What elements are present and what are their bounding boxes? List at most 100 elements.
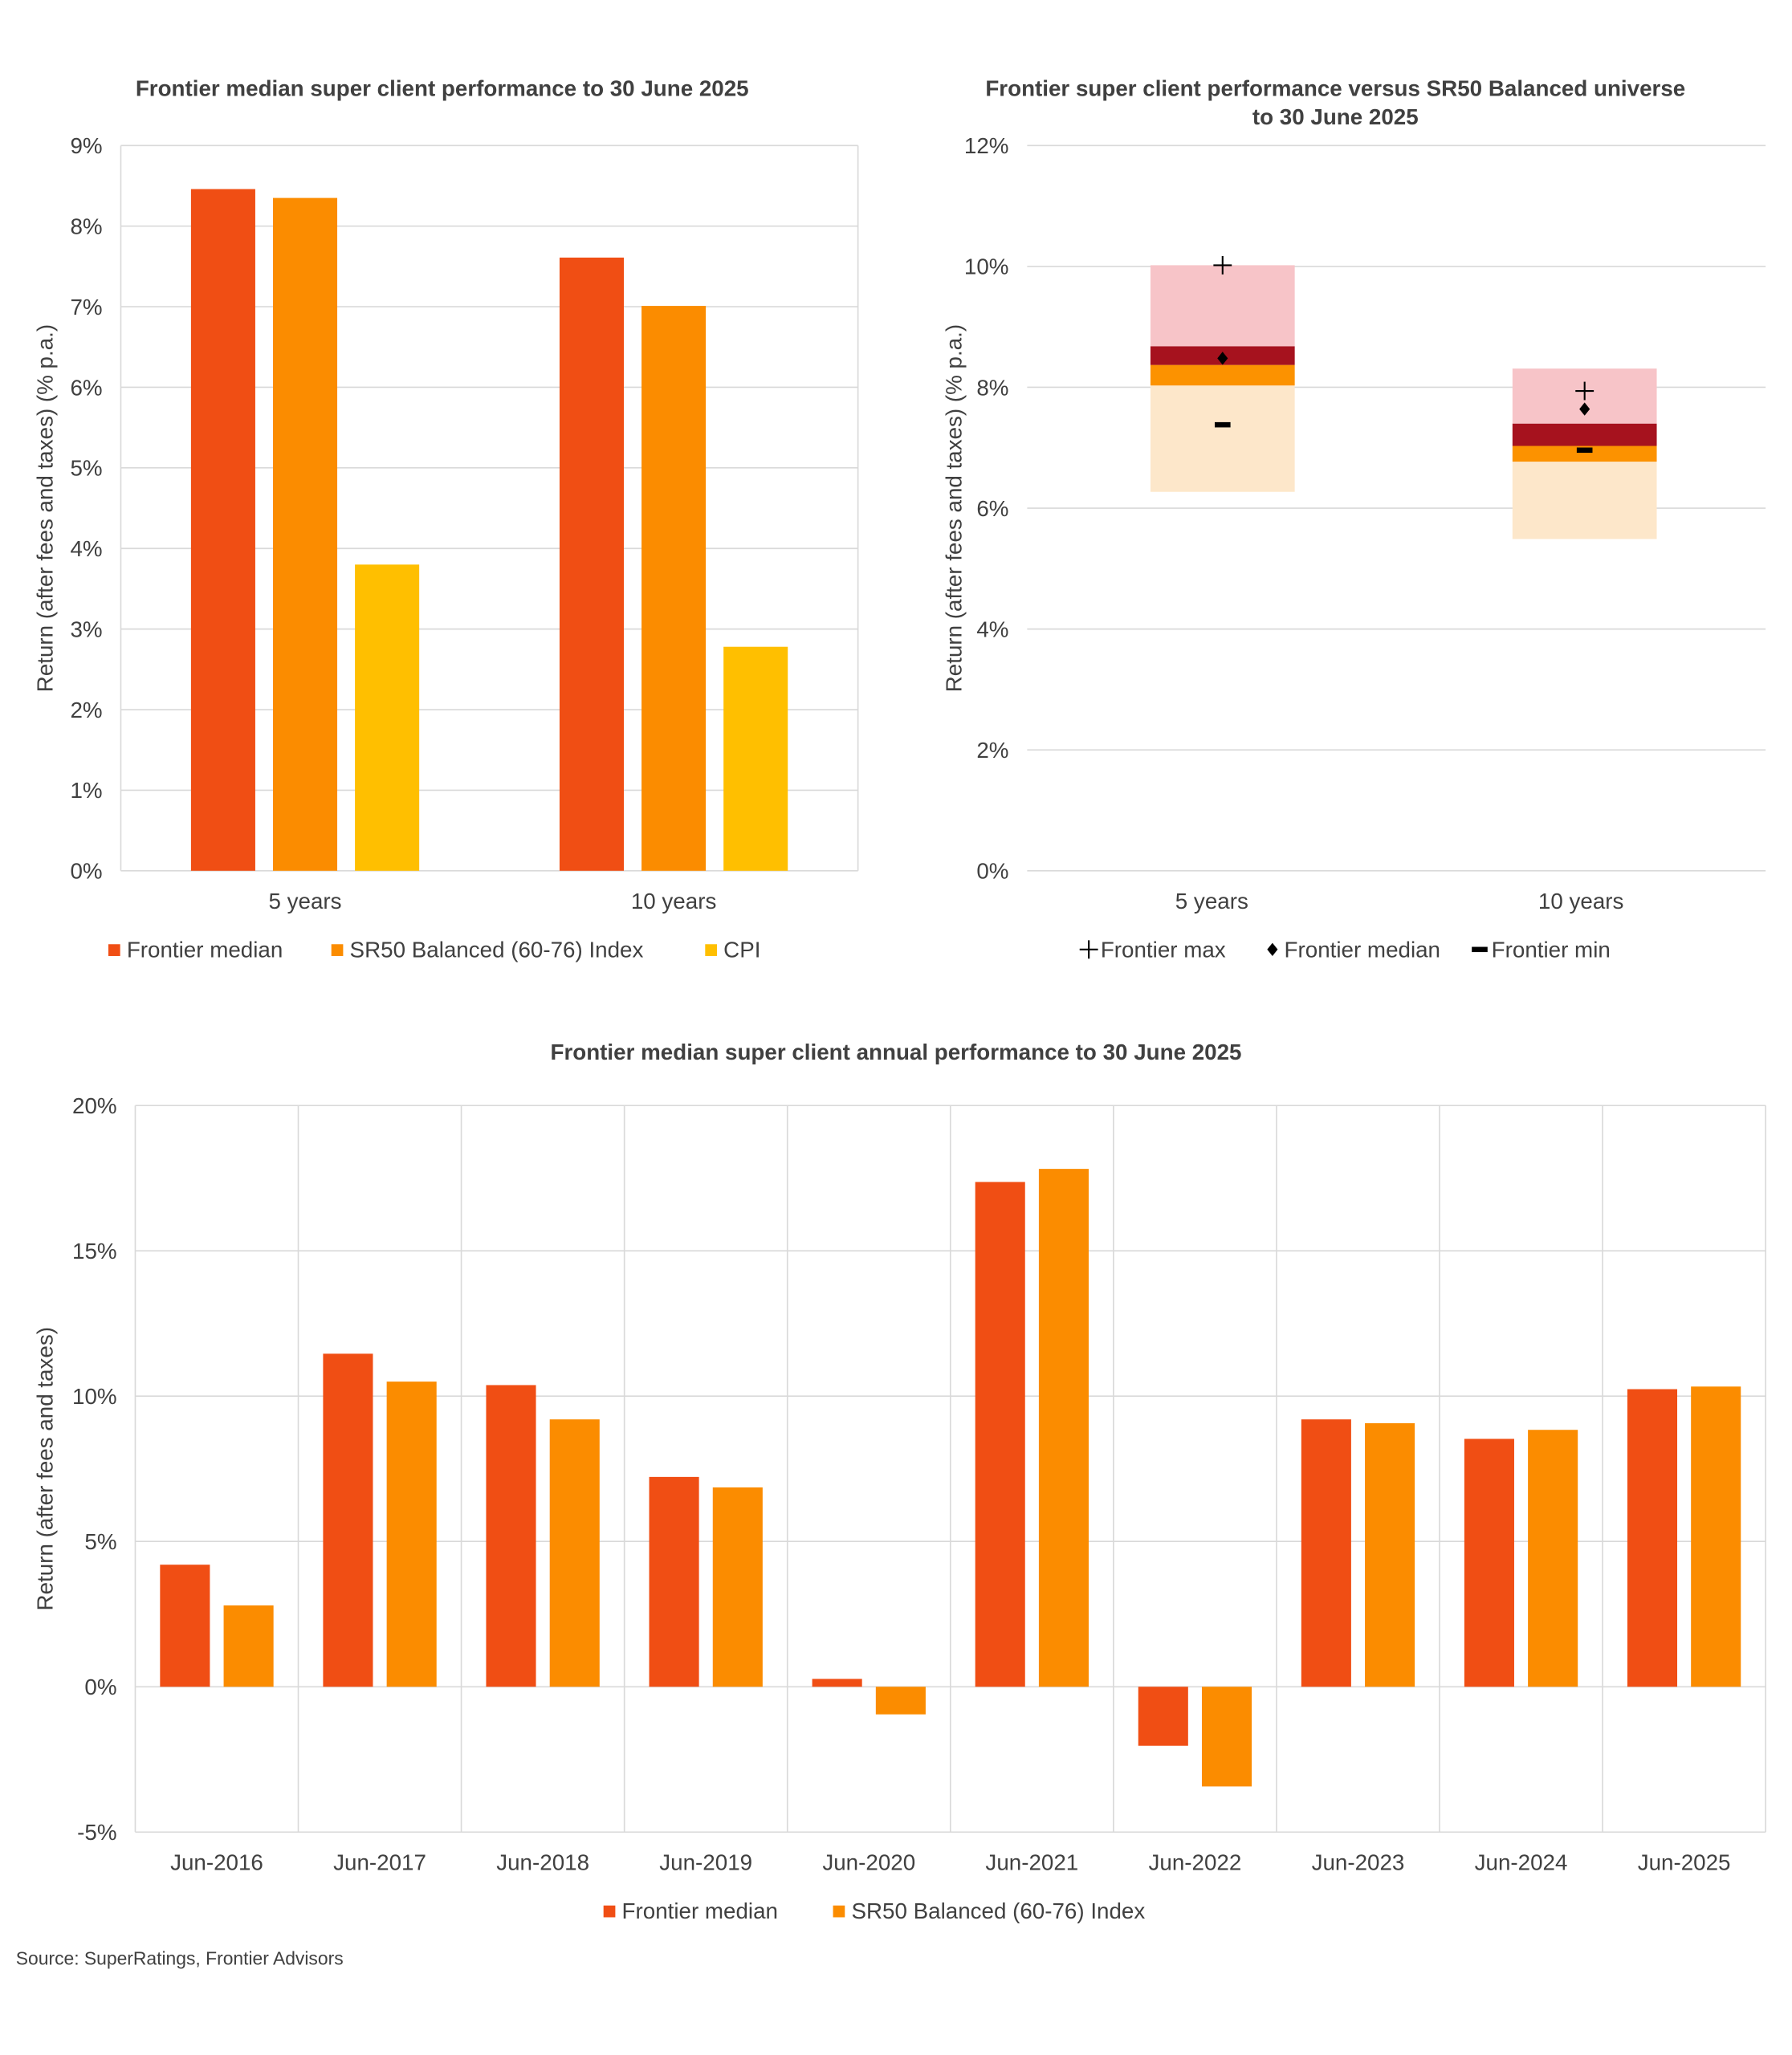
x-tick-label: 10 years bbox=[631, 889, 717, 914]
y-tick-label: 0% bbox=[84, 1675, 116, 1699]
bar bbox=[1301, 1419, 1351, 1687]
y-tick-label: 1% bbox=[70, 778, 102, 803]
x-tick-label: Jun-2025 bbox=[1638, 1850, 1731, 1875]
y-tick-label: 8% bbox=[70, 214, 102, 239]
legend-marker bbox=[1472, 946, 1488, 953]
bar bbox=[712, 1487, 763, 1687]
bar bbox=[549, 1419, 600, 1687]
y-tick-label: -5% bbox=[77, 1820, 116, 1845]
bar bbox=[723, 646, 788, 871]
range-band bbox=[1512, 446, 1657, 462]
marker-dash bbox=[1576, 447, 1593, 454]
legend-swatch bbox=[705, 944, 718, 956]
legend-label: Frontier median bbox=[127, 938, 283, 962]
bar bbox=[160, 1565, 210, 1687]
bar bbox=[1138, 1687, 1188, 1746]
bar bbox=[386, 1382, 437, 1687]
y-tick-label: 0% bbox=[70, 859, 102, 884]
y-tick-label: 5% bbox=[70, 456, 102, 481]
bar bbox=[1627, 1389, 1678, 1687]
y-tick-label: 4% bbox=[70, 536, 102, 561]
y-tick-label: 2% bbox=[976, 738, 1008, 763]
bar bbox=[1365, 1422, 1415, 1687]
y-tick-label: 6% bbox=[70, 375, 102, 400]
bar bbox=[1528, 1430, 1578, 1687]
x-tick-label: 5 years bbox=[1175, 889, 1248, 914]
x-tick-label: 5 years bbox=[268, 889, 341, 914]
legend-label: Frontier median bbox=[622, 1898, 778, 1923]
y-tick-label: 4% bbox=[976, 616, 1008, 641]
bar bbox=[649, 1476, 699, 1687]
legend-swatch bbox=[833, 1905, 845, 1918]
legend-label: Frontier max bbox=[1101, 938, 1226, 962]
range-band bbox=[1150, 364, 1295, 386]
marker-plus bbox=[1575, 381, 1594, 401]
range-band bbox=[1512, 462, 1657, 539]
y-tick-label: 5% bbox=[84, 1529, 116, 1554]
bar bbox=[641, 306, 707, 871]
bar bbox=[486, 1385, 536, 1687]
legend-swatch bbox=[331, 944, 344, 956]
legend-swatch bbox=[108, 944, 120, 956]
x-tick-label: Jun-2024 bbox=[1475, 1850, 1568, 1875]
y-tick-label: 10% bbox=[72, 1384, 117, 1409]
x-tick-label: Jun-2018 bbox=[496, 1850, 589, 1875]
source-note: Source: SuperRatings, Frontier Advisors bbox=[16, 1947, 344, 1968]
bar bbox=[355, 564, 420, 871]
legend-marker bbox=[1267, 942, 1278, 956]
x-tick-label: 10 years bbox=[1538, 889, 1624, 914]
y-axis-label: Return (after fees and taxes) (% p.a.) bbox=[33, 324, 58, 692]
chart-frontier-vs-sr50-universe: 0% 2% 4% 6% 8% 10% 12% 5 years 10 years Return (a… bbox=[942, 75, 1766, 962]
bar bbox=[1464, 1438, 1514, 1687]
y-tick-label: 9% bbox=[70, 133, 102, 158]
y-tick-label: 8% bbox=[976, 375, 1008, 400]
y-tick-label: 20% bbox=[72, 1093, 117, 1118]
bar bbox=[1691, 1386, 1741, 1687]
y-tick-label: 2% bbox=[70, 698, 102, 722]
x-tick-label: Jun-2016 bbox=[170, 1850, 263, 1875]
chart-title-line: to 30 June 2025 bbox=[1252, 104, 1419, 129]
y-tick-label: 15% bbox=[72, 1239, 117, 1264]
chart-annual-performance: -5% 0% 5% 10% 15% 20% Jun-2016 Jun-2017 Jun-2018… bbox=[33, 1040, 1766, 1923]
x-tick-label: Jun-2017 bbox=[333, 1850, 426, 1875]
bar bbox=[272, 197, 338, 871]
bar bbox=[875, 1687, 926, 1715]
range-band bbox=[1512, 423, 1657, 446]
bar bbox=[190, 189, 255, 871]
legend-label: Frontier min bbox=[1492, 938, 1611, 962]
y-tick-label: 10% bbox=[964, 254, 1009, 279]
bar bbox=[1038, 1169, 1089, 1687]
bar bbox=[223, 1605, 274, 1687]
y-axis-label: Return (after fees and taxes) bbox=[33, 1327, 58, 1610]
y-tick-label: 7% bbox=[70, 295, 102, 319]
marker-plus bbox=[1213, 255, 1232, 275]
x-tick-label: Jun-2020 bbox=[822, 1850, 915, 1875]
bar bbox=[323, 1353, 373, 1687]
chart-title: Frontier median super client performance… bbox=[136, 75, 749, 100]
legend-label: SR50 Balanced (60-76) Index bbox=[851, 1898, 1145, 1923]
y-tick-label: 0% bbox=[976, 859, 1008, 884]
marker-diamond bbox=[1217, 352, 1228, 365]
x-tick-label: Jun-2021 bbox=[985, 1850, 1078, 1875]
x-tick-label: Jun-2019 bbox=[659, 1850, 752, 1875]
chart-title-line: Frontier super client performance versus… bbox=[985, 75, 1685, 100]
chart-frontier-median-performance: 0% 1% 2% 3% 4% 5% 6% 7% 8% 9% 5 years 10 years Retur… bbox=[33, 75, 859, 962]
legend-swatch bbox=[603, 1905, 616, 1918]
range-band bbox=[1150, 385, 1295, 492]
y-axis-label: Return (after fees and taxes) (% p.a.) bbox=[942, 324, 967, 692]
y-tick-label: 3% bbox=[70, 616, 102, 641]
chart-title: Frontier median super client annual perf… bbox=[551, 1040, 1242, 1064]
range-band bbox=[1150, 265, 1295, 347]
bar bbox=[812, 1679, 862, 1687]
marker-dash bbox=[1214, 421, 1231, 428]
bar bbox=[559, 257, 625, 871]
x-tick-label: Jun-2022 bbox=[1149, 1850, 1242, 1875]
x-tick-label: Jun-2023 bbox=[1312, 1850, 1405, 1875]
legend-label: SR50 Balanced (60-76) Index bbox=[350, 938, 644, 962]
legend-label: Frontier median bbox=[1285, 938, 1440, 962]
y-tick-label: 6% bbox=[976, 496, 1008, 521]
bar bbox=[1201, 1687, 1252, 1787]
y-tick-label: 12% bbox=[964, 133, 1009, 158]
legend-marker bbox=[1079, 940, 1098, 959]
